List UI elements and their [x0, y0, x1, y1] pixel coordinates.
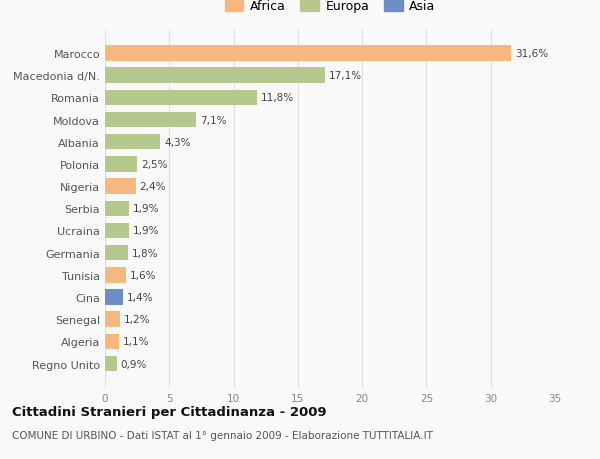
Text: 1,9%: 1,9% — [133, 204, 160, 214]
Bar — [105, 356, 116, 372]
Bar — [105, 246, 128, 261]
Bar — [105, 46, 511, 62]
Text: 2,5%: 2,5% — [141, 160, 167, 169]
Bar — [105, 334, 119, 349]
Bar — [105, 268, 125, 283]
Bar — [105, 134, 160, 150]
Text: 1,2%: 1,2% — [124, 314, 151, 325]
Bar — [105, 157, 137, 172]
Text: 2,4%: 2,4% — [140, 182, 166, 192]
Text: 31,6%: 31,6% — [515, 49, 548, 59]
Bar — [105, 312, 121, 327]
Text: COMUNE DI URBINO - Dati ISTAT al 1° gennaio 2009 - Elaborazione TUTTITALIA.IT: COMUNE DI URBINO - Dati ISTAT al 1° genn… — [12, 431, 433, 440]
Text: 1,4%: 1,4% — [127, 292, 154, 302]
Bar — [105, 290, 123, 305]
Text: 1,1%: 1,1% — [123, 337, 149, 347]
Text: 0,9%: 0,9% — [121, 359, 147, 369]
Text: Cittadini Stranieri per Cittadinanza - 2009: Cittadini Stranieri per Cittadinanza - 2… — [12, 405, 326, 419]
Text: 4,3%: 4,3% — [164, 137, 191, 147]
Bar — [105, 90, 257, 106]
Bar — [105, 68, 325, 84]
Text: 1,6%: 1,6% — [130, 270, 156, 280]
Bar — [105, 112, 196, 128]
Bar — [105, 179, 136, 195]
Text: 1,8%: 1,8% — [132, 248, 158, 258]
Bar — [105, 201, 130, 217]
Text: 1,9%: 1,9% — [133, 226, 160, 236]
Legend: Africa, Europa, Asia: Africa, Europa, Asia — [224, 0, 436, 13]
Text: 11,8%: 11,8% — [260, 93, 293, 103]
Text: 17,1%: 17,1% — [329, 71, 362, 81]
Text: 7,1%: 7,1% — [200, 115, 227, 125]
Bar — [105, 223, 130, 239]
